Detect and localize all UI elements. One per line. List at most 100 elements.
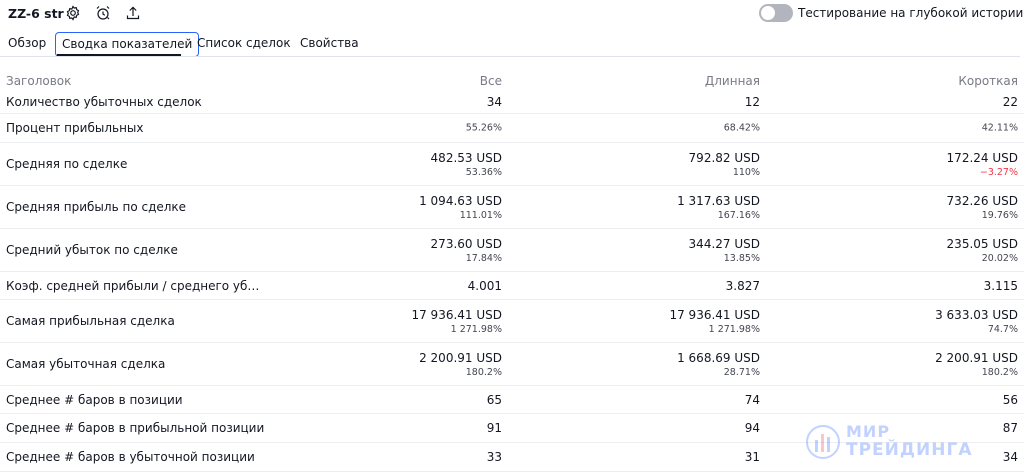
cell-value: 235.05 USD (946, 237, 1018, 251)
tab-trades-list[interactable]: Список сделок (197, 36, 291, 50)
cell-percent: 180.2% (981, 367, 1018, 378)
cell-value: 2 200.91 USD (935, 351, 1018, 365)
cell-percent: 1 271.98% (708, 324, 760, 335)
cell-value: 172.24 USD (946, 151, 1018, 165)
watermark-line-1: МИР (846, 422, 891, 441)
cell-percent: 20.02% (981, 253, 1018, 264)
cell-short: 3 633.03 USD 74.7% (935, 308, 1018, 335)
row-label: Средний убыток по сделке (6, 243, 178, 257)
cell-percent: 17.84% (465, 253, 502, 264)
cell-value: 1 317.63 USD (677, 194, 760, 208)
cell-value: 2 200.91 USD (419, 351, 502, 365)
cell-all: 2 200.91 USD 180.2% (419, 351, 502, 378)
cell-short: 3.115 (983, 278, 1018, 293)
cell-value: 792.82 USD (688, 151, 760, 165)
tab-bar: Обзор Сводка показателей Список сделок С… (0, 30, 1024, 57)
cell-all: 4.001 (467, 278, 502, 293)
row-label: Средняя по сделке (6, 157, 128, 171)
cell-short: 56 (1002, 392, 1018, 407)
cell-short: 732.26 USD 19.76% (947, 194, 1018, 221)
cell-percent: 13.85% (723, 253, 760, 264)
table-row: Средний убыток по сделке 273.60 USD 17.8… (0, 229, 1024, 272)
table-header: Заголовок Все Длинная Короткая (0, 74, 1024, 90)
cell-all: 482.53 USD 53.36% (431, 151, 502, 178)
strategy-name[interactable]: ZZ-6 str (8, 6, 64, 21)
cell-value: 273.60 USD (430, 237, 502, 251)
cell-percent: 1 271.98% (450, 324, 502, 335)
table-row: Среднее # баров в убыточной позиции 33 3… (0, 443, 1024, 472)
column-header-title[interactable]: Заголовок (6, 74, 72, 88)
performance-table: Заголовок Все Длинная Короткая Количеств… (0, 74, 1024, 472)
column-header-short[interactable]: Короткая (958, 74, 1018, 88)
cell-all: 1 094.63 USD 111.01% (419, 194, 502, 221)
row-label: Коэф. средней прибыли / среднего уб… (6, 278, 260, 293)
row-label: Количество убыточных сделок (6, 94, 202, 109)
watermark-line-2: ТРЕЙДИНГА (846, 440, 973, 460)
tab-properties[interactable]: Свойства (300, 36, 359, 50)
table-row: Количество убыточных сделок 34 12 22 (0, 90, 1024, 114)
cell-value: 17 936.41 USD (669, 308, 760, 322)
tab-overview[interactable]: Обзор (8, 36, 47, 50)
table-row: Средняя по сделке 482.53 USD 53.36% 792.… (0, 143, 1024, 186)
cell-percent-negative: −3.27% (979, 167, 1018, 178)
table-row: Самая убыточная сделка 2 200.91 USD 180.… (0, 343, 1024, 386)
cell-short: 34 (1002, 450, 1018, 464)
table-row: Среднее # баров в позиции 65 74 56 (0, 386, 1024, 414)
cell-all: 91 (486, 421, 502, 435)
cell-percent: 74.7% (987, 324, 1018, 335)
toggle-knob (761, 6, 775, 20)
cell-long: 1 668.69 USD 28.71% (677, 351, 760, 378)
table-row: Среднее # баров в прибыльной позиции 91 … (0, 414, 1024, 443)
tabs-divider (0, 56, 1020, 57)
cell-percent: 28.71% (723, 367, 760, 378)
cell-all: 65 (486, 392, 502, 407)
cell-value: 344.27 USD (688, 237, 760, 251)
cell-long: 68.42% (723, 122, 760, 134)
cell-short: 42.11% (981, 122, 1018, 134)
cell-value: 17 936.41 USD (411, 308, 502, 322)
column-header-all[interactable]: Все (479, 74, 502, 88)
table-row: Коэф. средней прибыли / среднего уб… 4.0… (0, 272, 1024, 300)
row-label: Среднее # баров в убыточной позиции (6, 450, 255, 464)
deep-history-label: Тестирование на глубокой истории (798, 6, 1024, 20)
cell-percent: 53.36% (465, 167, 502, 178)
cell-long: 74 (744, 392, 760, 407)
row-label: Самая прибыльная сделка (6, 314, 175, 328)
cell-short: 235.05 USD 20.02% (947, 237, 1018, 264)
cell-long: 1 317.63 USD 167.16% (677, 194, 760, 221)
column-header-long[interactable]: Длинная (704, 74, 760, 88)
cell-long: 17 936.41 USD 1 271.98% (669, 308, 760, 335)
top-bar: ZZ-6 str Тестирование на глубокой истори… (0, 0, 1024, 28)
deep-history-toggle[interactable] (759, 4, 793, 22)
cell-all: 33 (486, 450, 502, 464)
cell-long: 31 (744, 450, 760, 464)
row-label: Среднее # баров в позиции (6, 392, 183, 407)
table-row: Самая прибыльная сделка 17 936.41 USD 1 … (0, 300, 1024, 343)
cell-long: 3.827 (725, 278, 760, 293)
cell-long: 344.27 USD 13.85% (689, 237, 760, 264)
upload-icon[interactable] (124, 4, 142, 22)
cell-all: 273.60 USD 17.84% (431, 237, 502, 264)
cell-percent: 110% (732, 167, 760, 178)
cell-short: 172.24 USD −3.27% (947, 151, 1018, 178)
cell-percent: 111.01% (459, 210, 502, 221)
table-row: Средняя прибыль по сделке 1 094.63 USD 1… (0, 186, 1024, 229)
table-row: Процент прибыльных 55.26% 68.42% 42.11% (0, 114, 1024, 143)
cell-all: 17 936.41 USD 1 271.98% (411, 308, 502, 335)
active-tab-indicator (57, 54, 181, 56)
cell-percent: 167.16% (717, 210, 760, 221)
cell-value: 732.26 USD (946, 194, 1018, 208)
cell-percent: 180.2% (465, 367, 502, 378)
row-label: Среднее # баров в прибыльной позиции (6, 421, 265, 435)
cell-all: 34 (486, 94, 502, 109)
cell-value: 1 668.69 USD (677, 351, 760, 365)
watermark: МИР ТРЕЙДИНГА (806, 420, 986, 464)
alarm-clock-icon[interactable] (94, 4, 112, 22)
cell-long: 12 (744, 94, 760, 109)
gear-icon[interactable] (64, 4, 82, 22)
cell-value: 3 633.03 USD (935, 308, 1018, 322)
row-label: Средняя прибыль по сделке (6, 200, 187, 214)
row-label: Самая убыточная сделка (6, 357, 166, 371)
cell-all: 55.26% (465, 122, 502, 134)
watermark-logo-icon (806, 425, 840, 459)
